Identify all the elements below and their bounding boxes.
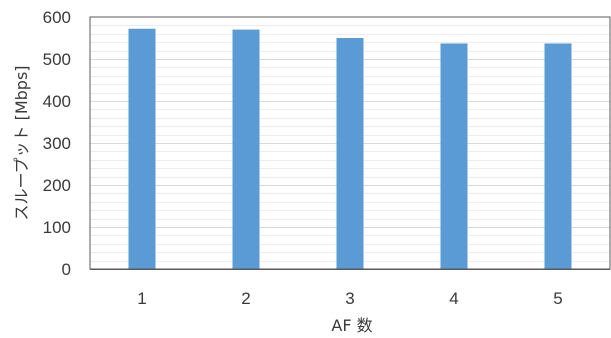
- bar-1: [128, 28, 156, 270]
- y-tick-label: 100: [43, 218, 71, 237]
- y-tick-label: 300: [43, 134, 71, 153]
- bar-4: [440, 43, 468, 270]
- y-tick-label: 0: [62, 260, 71, 279]
- bars: [128, 28, 572, 270]
- bar-2: [232, 29, 260, 269]
- y-axis-title: スループット [Mbps]: [12, 65, 31, 220]
- bar-5: [544, 43, 572, 270]
- x-axis-title: AF 数: [331, 316, 372, 335]
- y-tick-label: 600: [43, 8, 71, 27]
- x-tick-label: 1: [137, 289, 146, 308]
- x-tick-label: 3: [345, 289, 354, 308]
- x-tick-label: 5: [553, 289, 562, 308]
- y-tick-label: 200: [43, 176, 71, 195]
- y-tick-label: 500: [43, 50, 71, 69]
- x-tick-labels: 1 2 3 4 5: [137, 289, 562, 308]
- bar-3: [336, 38, 364, 269]
- y-tick-label: 400: [43, 92, 71, 111]
- x-tick-label: 2: [241, 289, 250, 308]
- y-tick-labels: 0 100 200 300 400 500 600: [43, 8, 71, 279]
- x-tick-label: 4: [449, 289, 458, 308]
